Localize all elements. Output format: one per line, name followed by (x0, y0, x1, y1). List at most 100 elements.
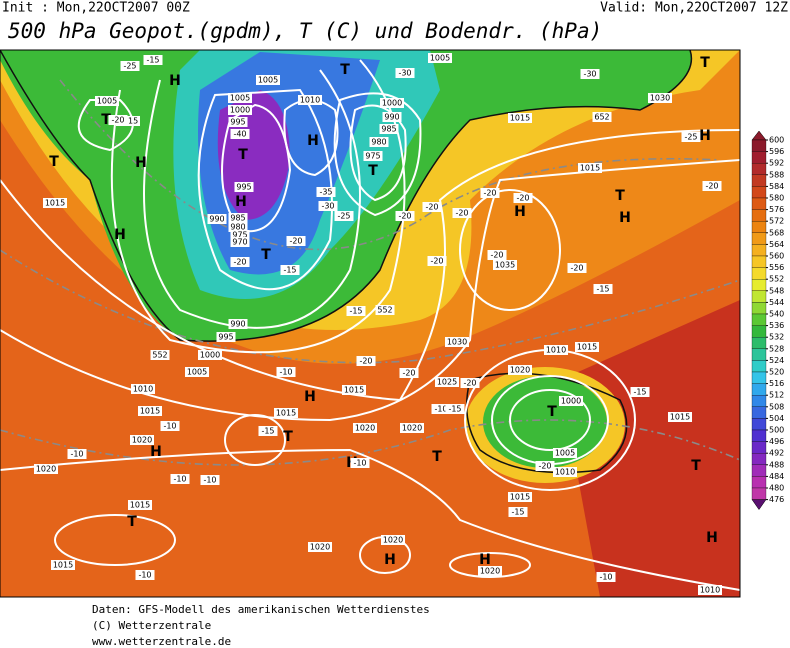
label-box (256, 75, 280, 85)
label-box (553, 467, 577, 477)
colorbar-cell (751, 476, 767, 489)
label-box (382, 112, 402, 122)
contour-label: 1010 (546, 346, 566, 355)
contour-label: -20 (289, 237, 302, 246)
colorbar-label: 592 (769, 159, 784, 168)
isobar (459, 189, 561, 311)
colorbar-cap (751, 130, 767, 141)
low-marker: T (101, 112, 111, 128)
contour-label: 1015 (580, 164, 600, 173)
contour-label: -15 (633, 388, 646, 397)
contour-label: -15 (596, 285, 609, 294)
colorbar-cell (751, 429, 767, 442)
colorbar-cell (751, 255, 767, 268)
label-box (276, 367, 296, 377)
footer-url: www.wetterzentrale.de (92, 635, 231, 648)
colorbar-cell (751, 453, 767, 465)
contour-label: -15 (448, 405, 461, 414)
contour-label: -25 (123, 62, 136, 71)
label-box (567, 263, 587, 273)
isobar (0, 448, 740, 591)
isobar (224, 414, 286, 466)
isobar (449, 552, 531, 578)
label-box (280, 265, 300, 275)
label-box (230, 230, 250, 240)
contour-label: 1030 (447, 338, 467, 347)
low-marker: T (547, 404, 557, 420)
isobar (0, 129, 740, 402)
contour-label: 995 (236, 183, 251, 192)
label-box (535, 461, 555, 471)
high-marker: H (699, 128, 711, 144)
label-box (460, 378, 480, 388)
colorbar-cell (751, 139, 767, 152)
contour-label: 1020 (402, 424, 422, 433)
contour-label: 1010 (133, 385, 153, 394)
contour-label: 980 (230, 223, 245, 232)
colorbar-label: 556 (769, 263, 784, 272)
label-box (593, 284, 613, 294)
contour-label: 1015 (118, 117, 138, 126)
contour-label: -20 (490, 251, 503, 260)
label-box (350, 458, 370, 468)
contour-label: -20 (402, 369, 415, 378)
contour-label: 1015 (577, 343, 597, 352)
colorbar-cell (751, 221, 767, 233)
contour-label: -10 (279, 368, 292, 377)
label-box (559, 396, 583, 406)
colorbar-label: 484 (769, 472, 784, 481)
contour-label: 975 (232, 231, 247, 240)
contour-label: -40 (233, 130, 246, 139)
contour-label: -15 (511, 508, 524, 517)
high-marker: H (135, 155, 147, 171)
label-box (400, 423, 424, 433)
colorbar-label: 576 (769, 205, 784, 214)
contour-label: 1010 (300, 96, 320, 105)
label-box (230, 129, 250, 139)
colorbar-label: 516 (769, 379, 784, 388)
high-marker: H (479, 552, 491, 568)
label-box (34, 464, 58, 474)
contour-label: 1000 (200, 351, 220, 360)
colorbar-cell (751, 337, 767, 349)
high-marker: H (304, 389, 316, 405)
contour-label: -20 (538, 462, 551, 471)
label-box (228, 319, 248, 329)
isobar (333, 92, 422, 217)
contour-label: 985 (230, 214, 245, 223)
label-box (116, 116, 140, 126)
label-box (395, 68, 415, 78)
high-marker: H (619, 210, 631, 226)
colorbar-label: 500 (769, 426, 784, 435)
contour-label: -10 (203, 476, 216, 485)
label-box (480, 188, 500, 198)
label-box (120, 61, 140, 71)
low-marker: T (283, 429, 293, 445)
contour-label: 1015 (276, 409, 296, 418)
low-marker: T (691, 458, 701, 474)
contour-label: 1000 (230, 106, 250, 115)
contour-label: 1010 (700, 586, 720, 595)
colorbar-label: 560 (769, 252, 784, 261)
colorbar: 600 596 592 588 584 580 576 572 568 564 560 556 552 5… (751, 130, 784, 511)
label-box (431, 404, 451, 414)
label-box (435, 377, 459, 387)
low-marker: T (49, 154, 59, 170)
low-marker: T (700, 55, 710, 71)
contour-label: 1020 (132, 436, 152, 445)
map-frame (0, 49, 741, 598)
colorbar-cell (751, 360, 767, 373)
label-box (198, 350, 222, 360)
temp-isoline (0, 419, 740, 466)
contour-label: -20 (463, 379, 476, 388)
contour-label: 1015 (510, 114, 530, 123)
map-title: 500 hPa Geopot.(gpdm), T (C) und Bodendr… (8, 19, 602, 43)
contour-label: -30 (398, 69, 411, 78)
label-box (353, 423, 377, 433)
contour-label: 990 (230, 320, 245, 329)
high-marker: H (514, 204, 526, 220)
contour-label: 1035 (495, 261, 515, 270)
colorbar-cell (751, 441, 767, 454)
